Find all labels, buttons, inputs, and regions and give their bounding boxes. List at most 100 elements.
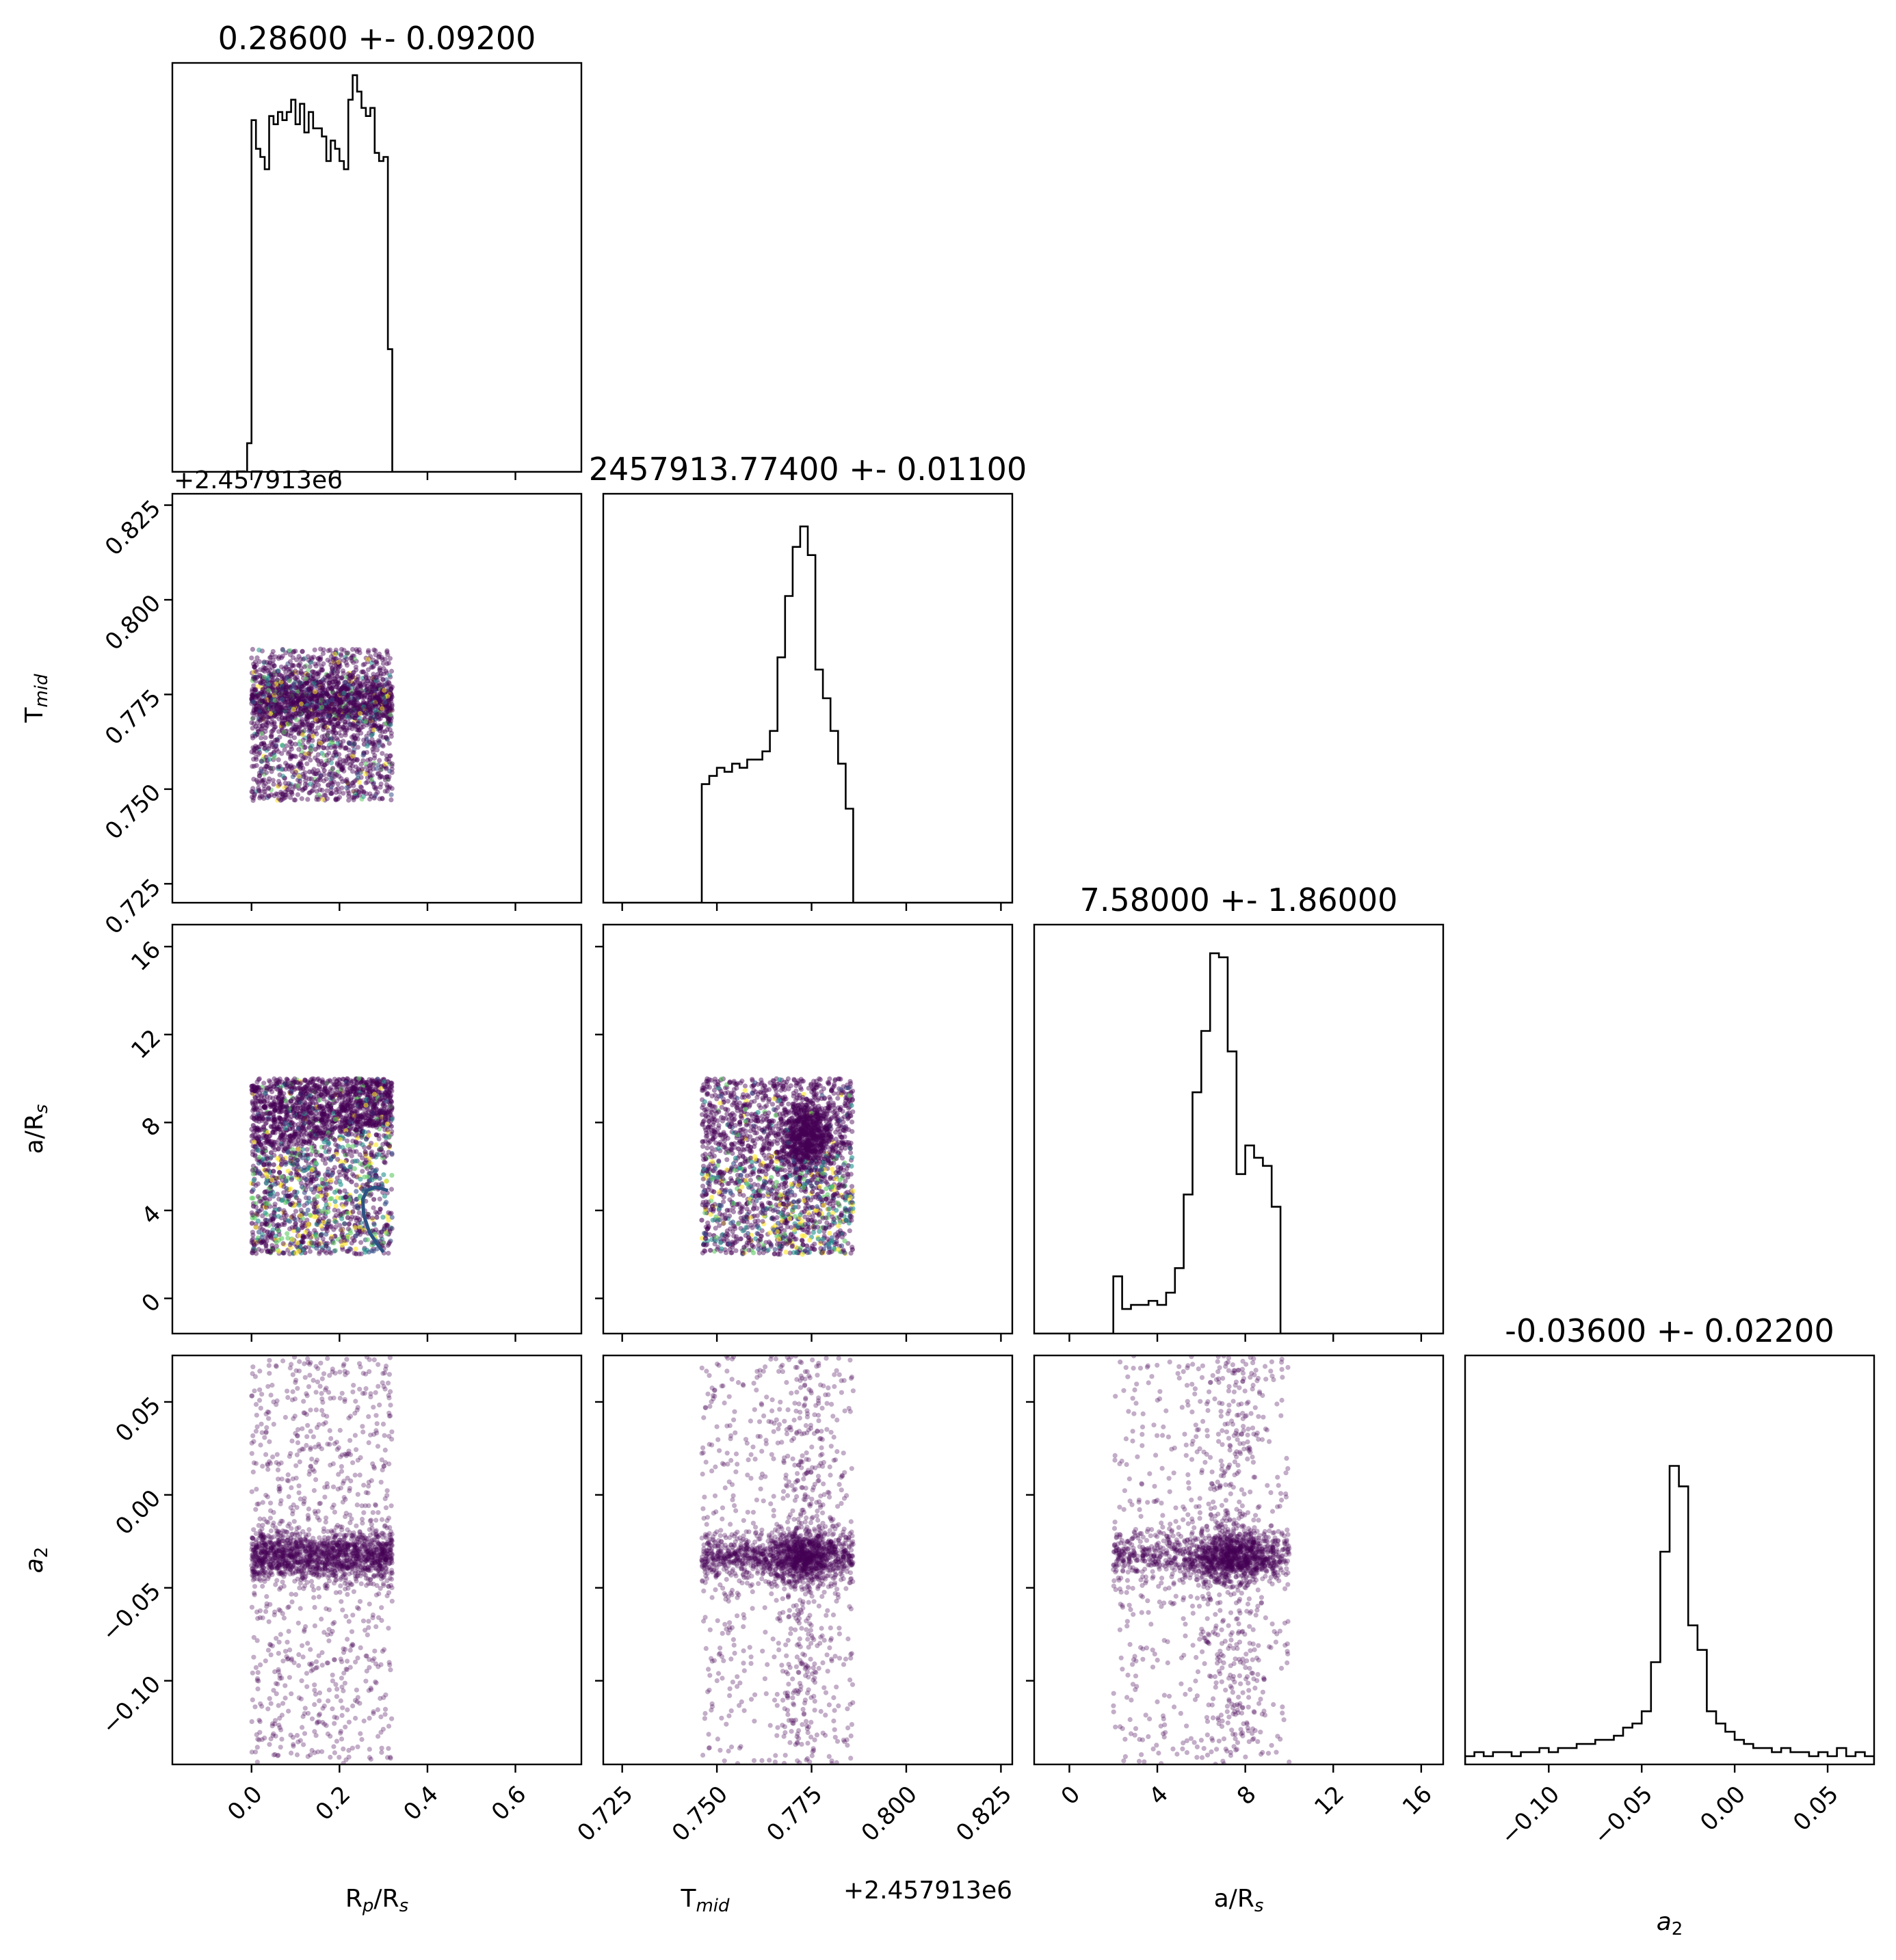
- scatter-tmid-vs-rprs-point-2454: [289, 701, 295, 706]
- scatter-tmid-vs-rprs-point-1400: [303, 778, 308, 784]
- scatter-tmid-vs-rprs-point-2451: [350, 780, 355, 786]
- scatter-tmid-vs-rprs-point-2018: [343, 696, 348, 702]
- scatter-ars-vs-rprs-point-237: [261, 1104, 267, 1110]
- scatter-tmid-vs-rprs-point-2581: [279, 702, 285, 707]
- scatter-tmid-vs-rprs-point-609: [304, 717, 309, 722]
- scatter-tmid-vs-rprs-point-974: [324, 758, 329, 764]
- scatter-ars-vs-rprs-point-2077: [312, 1214, 317, 1219]
- scatter-tmid-vs-rprs-point-1121: [349, 708, 354, 714]
- scatter-ars-vs-rprs-point-1359: [324, 1192, 329, 1197]
- scatter-tmid-vs-rprs-point-1277: [324, 677, 329, 683]
- scatter-tmid-vs-rprs-point-181: [252, 687, 258, 693]
- scatter-ars-vs-rprs-point-142: [362, 1115, 367, 1121]
- scatter-tmid-vs-rprs-point-2242: [382, 729, 388, 734]
- scatter-tmid-vs-rprs-point-2327: [387, 784, 393, 790]
- scatter-tmid-vs-rprs-point-2098: [369, 660, 375, 666]
- scatter-tmid-vs-rprs-point-1691: [324, 708, 330, 714]
- scatter-tmid-vs-rprs-point-1048: [317, 787, 323, 793]
- scatter-tmid-vs-rprs-point-430: [266, 662, 272, 667]
- scatter-tmid-vs-rprs-point-1800: [350, 795, 355, 800]
- scatter-tmid-vs-rprs-point-20: [302, 682, 307, 687]
- scatter-ars-vs-rprs-point-2094: [326, 1218, 332, 1223]
- scatter-tmid-vs-rprs-point-375: [354, 677, 360, 683]
- scatter-ars-vs-rprs-point-1984: [358, 1176, 363, 1182]
- scatter-tmid-vs-rprs-point-2099: [289, 693, 295, 699]
- scatter-tmid-vs-rprs-point-2076: [321, 753, 327, 758]
- scatter-ars-vs-rprs-point-2349: [264, 1094, 270, 1099]
- scatter-tmid-vs-rprs-point-2514: [302, 770, 308, 776]
- scatter-tmid-vs-rprs-point-1902: [306, 687, 311, 692]
- scatter-tmid-vs-rprs-point-1770: [318, 646, 324, 652]
- scatter-tmid-vs-rprs-point-2579: [326, 694, 332, 700]
- scatter-tmid-vs-rprs-point-24: [249, 795, 255, 800]
- scatter-ars-vs-rprs-point-214: [311, 1078, 316, 1084]
- scatter-tmid-vs-rprs-point-1002: [282, 780, 288, 786]
- scatter-tmid-vs-rprs-point-1359: [324, 704, 330, 710]
- scatter-ars-vs-rprs-point-2283: [284, 1085, 289, 1090]
- scatter-tmid-vs-rprs-point-2088: [253, 693, 259, 699]
- scatter-tmid-vs-rprs-point-1278: [304, 680, 309, 686]
- scatter-tmid-vs-rprs-point-2046: [328, 760, 334, 765]
- scatter-tmid-vs-rprs-point-2362: [376, 771, 382, 776]
- scatter-ars-vs-rprs-point-132: [272, 1107, 278, 1113]
- scatter-ars-vs-rprs-point-868: [371, 1221, 377, 1226]
- scatter-tmid-vs-rprs-point-2573: [264, 711, 269, 716]
- scatter-tmid-vs-rprs-point-2540: [273, 743, 279, 749]
- scatter-ars-vs-rprs-point-2231: [268, 1110, 274, 1115]
- scatter-tmid-vs-rprs-point-1245: [263, 719, 269, 725]
- scatter-tmid-vs-rprs-point-590: [335, 796, 341, 802]
- scatter-tmid-vs-rprs-point-1524: [252, 747, 257, 753]
- scatter-tmid-vs-rprs-point-788: [299, 719, 304, 724]
- scatter-tmid-vs-rprs-point-1767: [278, 789, 284, 795]
- scatter-ars-vs-rprs-point-2045: [386, 1143, 393, 1149]
- scatter-tmid-vs-rprs-point-2112: [368, 715, 374, 721]
- scatter-tmid-vs-rprs-point-1272: [256, 647, 262, 653]
- scatter-tmid-vs-rprs-point-2597: [298, 665, 304, 671]
- scatter-ars-vs-rprs-point-2015: [327, 1113, 332, 1118]
- scatter-tmid-vs-rprs-point-1709: [257, 718, 263, 724]
- scatter-tmid-vs-rprs-point-1057: [272, 724, 278, 730]
- scatter-tmid-vs-rprs-point-2499: [330, 657, 336, 663]
- scatter-tmid-vs-rprs-point-1451: [329, 671, 335, 676]
- scatter-tmid-vs-rprs-point-779: [372, 684, 378, 689]
- scatter-tmid-vs-rprs-point-1458: [313, 771, 319, 777]
- scatter-ars-vs-rprs-point-2046: [352, 1225, 358, 1230]
- scatter-ars-vs-rprs-point-1844: [326, 1141, 332, 1146]
- scatter-tmid-vs-rprs-point-2146: [361, 737, 367, 743]
- scatter-tmid-vs-rprs-point-652: [320, 677, 326, 683]
- scatter-tmid-vs-rprs-point-1545: [363, 681, 368, 687]
- scatter-tmid-vs-rprs-point-2015: [313, 717, 319, 723]
- scatter-tmid-vs-rprs-point-1591: [266, 786, 272, 791]
- scatter-tmid-vs-rprs-point-437: [252, 746, 257, 752]
- scatter-tmid-vs-rprs-point-1038: [355, 690, 361, 696]
- scatter-ars-vs-rprs-point-1067: [342, 1188, 347, 1193]
- scatter-tmid-vs-rprs-point-2071: [339, 708, 345, 714]
- scatter-ars-vs-rprs-point-1757: [263, 1210, 268, 1216]
- scatter-tmid-vs-rprs-point-1951: [349, 689, 354, 694]
- scatter-ars-vs-rprs-point-2341: [257, 1199, 263, 1204]
- scatter-ars-vs-rprs-point-2003: [263, 1134, 269, 1139]
- scatter-tmid-vs-rprs-point-660: [319, 667, 325, 673]
- scatter-tmid-vs-rprs-point-1337: [371, 647, 377, 653]
- scatter-tmid-vs-rprs-point-1212: [353, 691, 358, 696]
- scatter-tmid-vs-rprs-point-1457: [269, 740, 274, 745]
- scatter-tmid-vs-rprs-point-1618: [254, 731, 260, 737]
- scatter-tmid-vs-rprs-point-1315: [346, 756, 352, 761]
- scatter-tmid-vs-rprs-point-1218: [365, 779, 370, 785]
- scatter-tmid-vs-rprs-point-2078: [363, 674, 369, 680]
- scatter-tmid-vs-rprs-point-1336: [249, 789, 254, 794]
- scatter-tmid-vs-rprs-point-1526: [332, 676, 338, 682]
- scatter-tmid-vs-rprs-point-256: [345, 780, 350, 786]
- scatter-tmid-vs-rprs-point-218: [371, 722, 378, 728]
- scatter-tmid-vs-rprs-point-1279: [275, 702, 280, 707]
- scatter-tmid-vs-rprs-point-2326: [339, 743, 344, 748]
- scatter-tmid-vs-rprs-point-78: [274, 791, 279, 797]
- scatter-tmid-vs-rprs-point-925: [339, 715, 345, 720]
- scatter-ars-vs-rprs-point-1751: [332, 1248, 337, 1254]
- scatter-tmid-vs-rprs-point-897: [337, 724, 342, 729]
- scatter-tmid-vs-rprs-point-1488: [340, 700, 345, 705]
- scatter-ars-vs-rprs-point-2172: [387, 1095, 393, 1100]
- scatter-tmid-vs-rprs-point-2350: [309, 655, 315, 661]
- scatter-tmid-vs-rprs-point-2476: [350, 754, 356, 759]
- scatter-ars-vs-rprs-point-119: [354, 1086, 359, 1091]
